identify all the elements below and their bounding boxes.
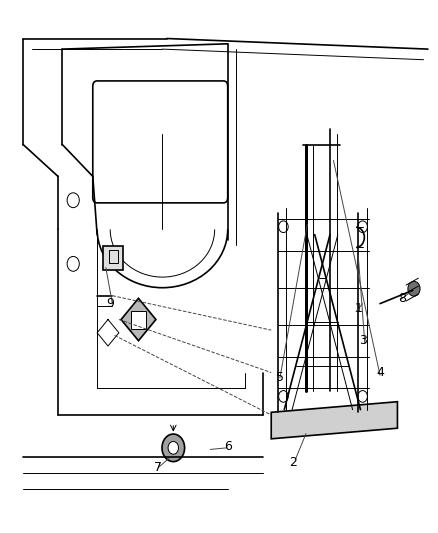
Polygon shape [121,298,156,341]
Circle shape [162,434,185,462]
Circle shape [279,221,288,232]
Text: 3: 3 [359,334,367,347]
Text: 1: 1 [354,302,362,316]
Text: 9: 9 [106,297,114,310]
Circle shape [358,391,367,402]
FancyBboxPatch shape [131,311,146,328]
Polygon shape [271,402,397,439]
FancyBboxPatch shape [103,246,123,270]
Circle shape [168,441,179,454]
Circle shape [408,281,420,296]
Text: 2: 2 [289,456,297,469]
Circle shape [358,221,367,232]
Circle shape [279,391,288,402]
Text: 6: 6 [224,440,232,453]
Text: 4: 4 [376,366,384,379]
Text: 7: 7 [154,462,162,474]
Text: 8: 8 [398,292,406,305]
Text: 5: 5 [276,372,284,384]
